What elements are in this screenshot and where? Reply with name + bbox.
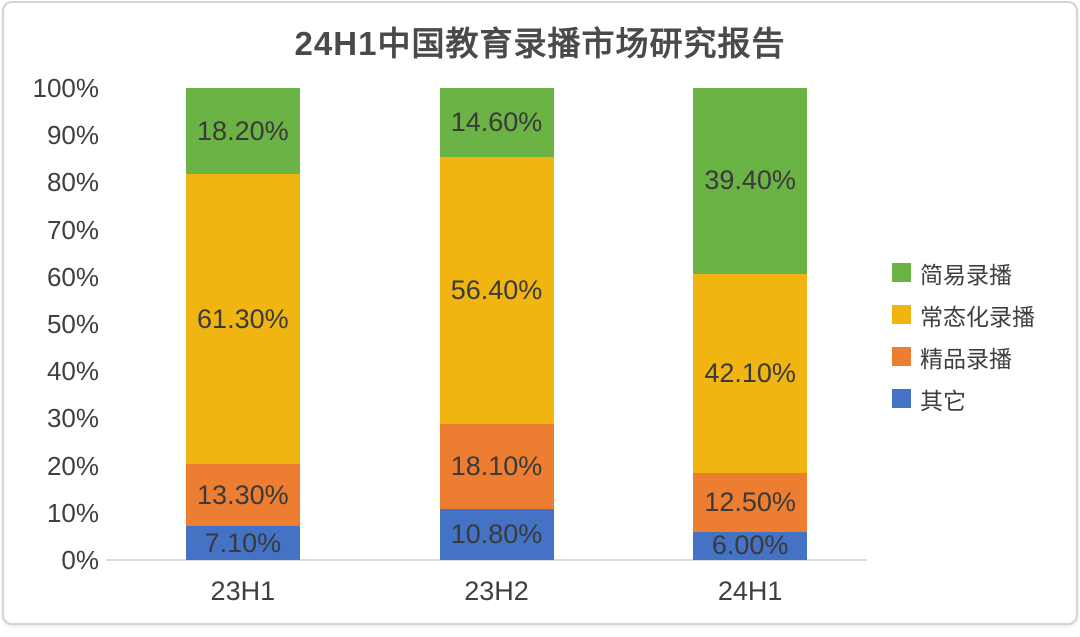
y-axis-tick-label: 0% <box>61 545 99 575</box>
legend-item-label: 常态化录播 <box>920 303 1035 330</box>
chart-title: 24H1中国教育录播市场研究报告 <box>294 25 786 62</box>
y-axis-tick-label: 80% <box>46 167 99 198</box>
x-axis-line <box>106 559 867 561</box>
legend-item-其它: 其它 <box>892 383 1035 414</box>
bar-segment-23H2-常态化录播 <box>439 157 554 424</box>
bar-segment-label: 18.20% <box>197 115 289 146</box>
bar-segment-label: 39.40% <box>704 165 796 196</box>
legend-item-label: 精品录播 <box>920 345 1012 372</box>
bar-segment-23H2-简易录播 <box>439 88 554 158</box>
bar-segment-23H1-精品录播 <box>185 463 300 527</box>
bar-segment-label: 12.50% <box>704 486 796 517</box>
bar-segment-label: 61.30% <box>197 303 289 334</box>
y-axis-tick-label: 90% <box>46 120 99 151</box>
bar-segment-23H1-常态化录播 <box>185 174 300 464</box>
legend-color-swatch-icon <box>892 389 911 408</box>
x-axis-category-label: 24H1 <box>717 576 783 606</box>
bar-segment-23H1-其它 <box>185 526 300 560</box>
chart-card: 24H1中国教育录播市场研究报告 0% 10% 20% 30% 40% 50% 60% 70%… <box>2 1 1078 625</box>
bar-segment-label: 56.40% <box>450 274 543 305</box>
legend: 简易录播常态化录播精品录播其它 <box>892 257 1035 425</box>
legend-item-简易录播: 简易录播 <box>892 257 1035 288</box>
bar-segment-24H1-精品录播 <box>693 472 808 532</box>
bar-segment-label: 10.80% <box>450 519 543 549</box>
bar-segment-label: 6.00% <box>711 530 789 561</box>
y-axis-tick-label: 70% <box>46 214 99 245</box>
bar-segment-23H2-精品录播 <box>439 423 554 509</box>
x-axis-category-label: 23H1 <box>210 576 276 606</box>
bar-segment-24H1-常态化录播 <box>693 273 808 473</box>
bar-segment-label: 7.10% <box>204 527 282 558</box>
bar-segment-23H1-简易录播 <box>185 88 300 175</box>
bar-segment-label: 18.10% <box>450 450 543 481</box>
y-axis-tick-label: 100% <box>32 73 100 103</box>
x-axis-category-label: 23H2 <box>464 576 529 606</box>
y-axis-tick-label: 40% <box>46 356 99 387</box>
bar-segment-24H1-简易录播 <box>693 88 808 274</box>
bar-segment-23H2-其它 <box>439 509 554 560</box>
y-axis-tick-label: 50% <box>46 309 99 339</box>
bar-segment-24H1-其它 <box>693 531 808 560</box>
bar-segment-label: 13.30% <box>197 479 289 510</box>
legend-item-精品录播: 精品录播 <box>892 341 1035 372</box>
legend-item-label: 简易录播 <box>920 261 1012 288</box>
bar-segment-label: 42.10% <box>704 357 796 388</box>
y-axis-tick-label: 30% <box>46 403 99 434</box>
y-axis-tick-label: 10% <box>46 497 99 528</box>
y-axis-tick-label: 60% <box>46 261 99 292</box>
legend-color-swatch-icon <box>892 305 911 324</box>
legend-color-swatch-icon <box>892 347 911 366</box>
legend-color-swatch-icon <box>892 263 911 282</box>
legend-item-label: 其它 <box>920 387 966 414</box>
bar-segment-label: 14.60% <box>450 107 543 138</box>
legend-item-常态化录播: 常态化录播 <box>892 299 1035 330</box>
y-axis-tick-label: 20% <box>46 450 99 481</box>
